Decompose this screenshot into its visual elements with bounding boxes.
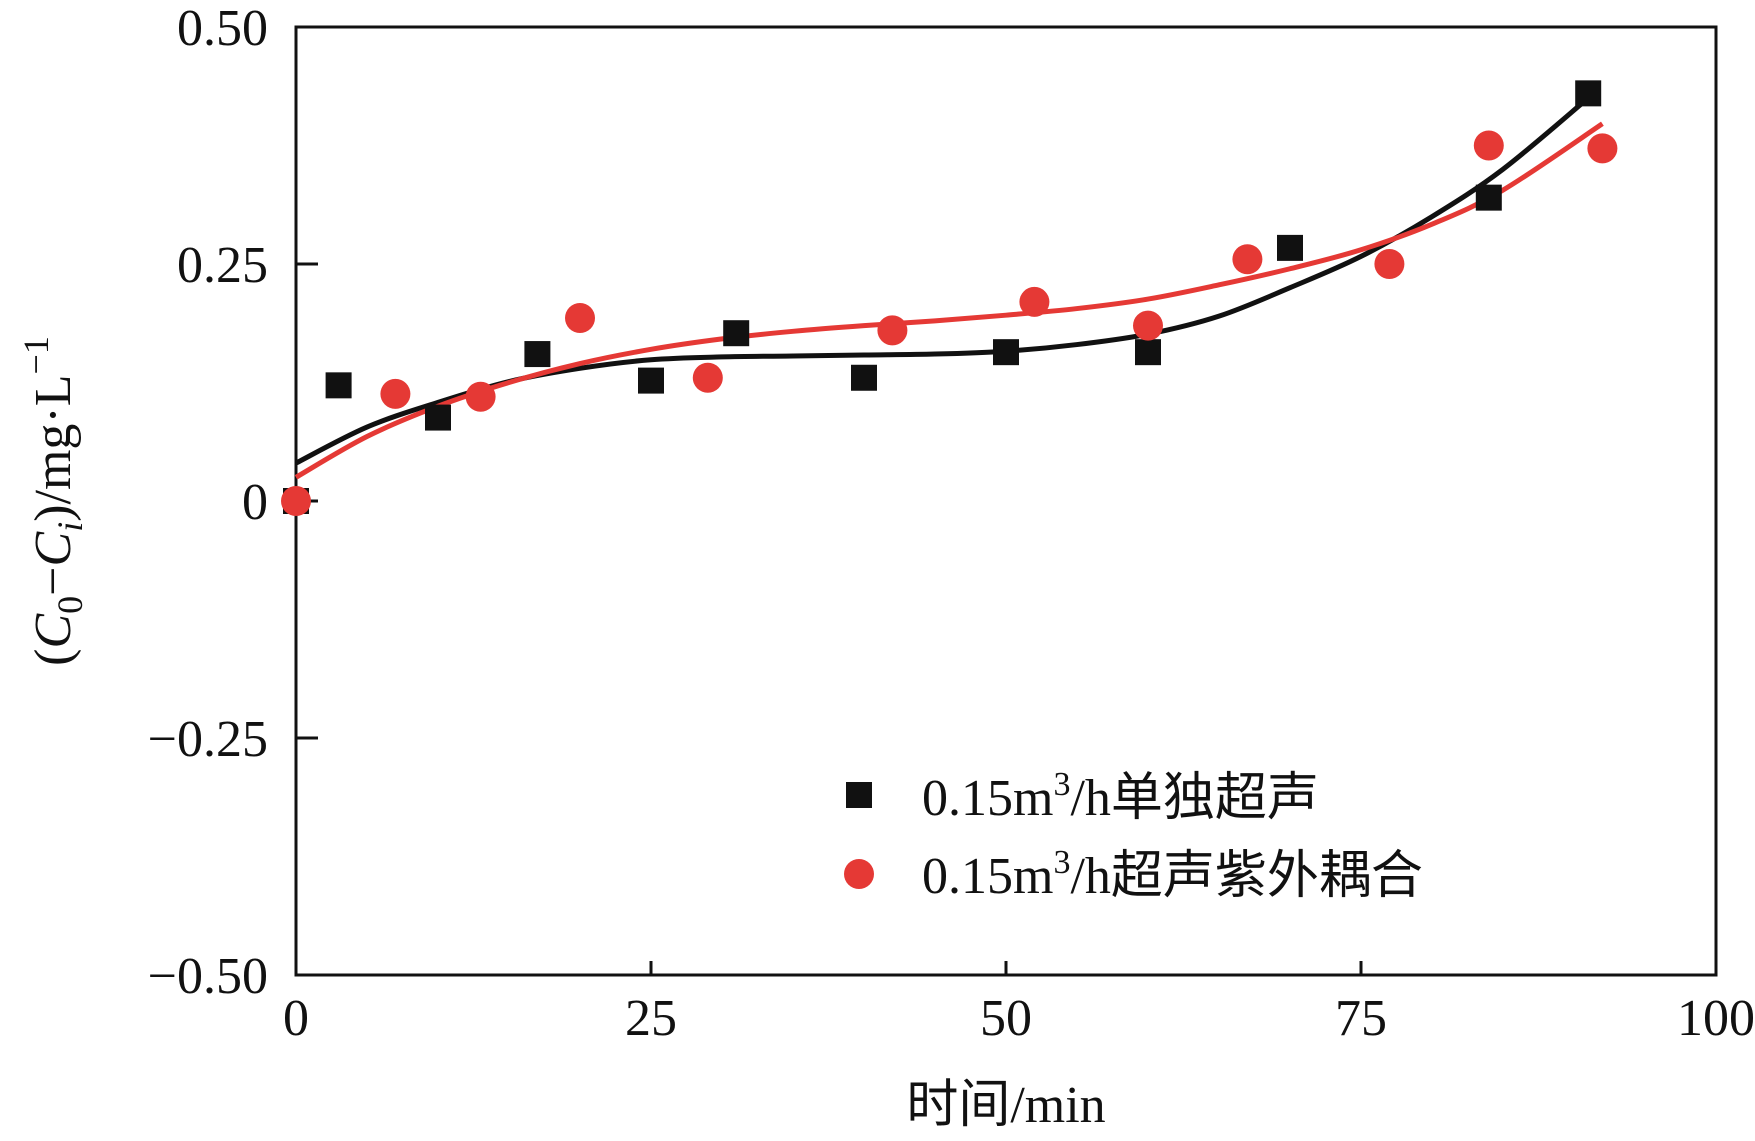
data-point-series-2 — [877, 315, 908, 346]
y-tick-label: 0.25 — [177, 237, 268, 294]
data-point-series-1 — [723, 320, 750, 347]
legend: 0.15m3/h单独超声 0.15m3/h超声紫外耦合 — [844, 766, 1423, 905]
data-points — [281, 80, 1618, 516]
legend-marker-series-1 — [846, 782, 872, 808]
legend-label-series-2: 0.15m3/h超声紫外耦合 — [922, 844, 1423, 905]
data-point-series-1 — [1277, 234, 1303, 261]
data-point-series-2 — [692, 362, 723, 393]
data-point-series-2 — [465, 381, 496, 412]
data-point-series-2 — [1133, 310, 1163, 341]
y-tick-label: −0.25 — [148, 711, 268, 768]
fit-curve-series-2 — [294, 121, 1604, 480]
legend-marker-series-2 — [844, 859, 874, 889]
data-point-series-1 — [638, 367, 664, 394]
data-point-series-1 — [524, 341, 551, 368]
legend-label-series-1: 0.15m3/h单独超声 — [922, 766, 1319, 827]
data-point-series-2 — [1374, 249, 1405, 279]
y-tick-label: 0 — [242, 474, 268, 531]
data-point-series-1 — [325, 372, 352, 399]
y-axis: 0.50 0.25 0 −0.25 −0.50 — [148, 0, 318, 1005]
x-tick-label: 75 — [1335, 990, 1387, 1047]
x-tick-label: 50 — [980, 990, 1032, 1047]
data-point-series-1 — [851, 364, 877, 391]
data-point-series-2 — [281, 486, 311, 516]
y-tick-label: 0.50 — [177, 0, 268, 57]
data-point-series-1 — [425, 404, 451, 431]
x-axis: 0 25 50 75 100 — [283, 961, 1755, 1047]
data-point-series-2 — [1019, 286, 1050, 317]
data-point-series-2 — [1232, 244, 1263, 275]
x-tick-label: 100 — [1677, 990, 1755, 1047]
x-axis-title: 时间/min — [906, 1077, 1105, 1134]
y-axis-title: (C0−Ci)/mg·L−1 — [16, 336, 90, 666]
data-point-series-1 — [1575, 80, 1602, 107]
data-point-series-2 — [565, 303, 595, 334]
data-point-series-2 — [380, 378, 411, 409]
x-tick-label: 0 — [283, 990, 309, 1047]
data-point-series-2 — [1473, 130, 1504, 161]
fit-curves — [294, 96, 1604, 480]
x-tick-label: 25 — [625, 990, 677, 1047]
data-point-series-1 — [1135, 339, 1161, 366]
data-point-series-1 — [993, 339, 1019, 366]
y-tick-label: −0.50 — [148, 948, 268, 1005]
data-point-series-2 — [1587, 133, 1618, 164]
data-point-series-1 — [1475, 184, 1502, 211]
